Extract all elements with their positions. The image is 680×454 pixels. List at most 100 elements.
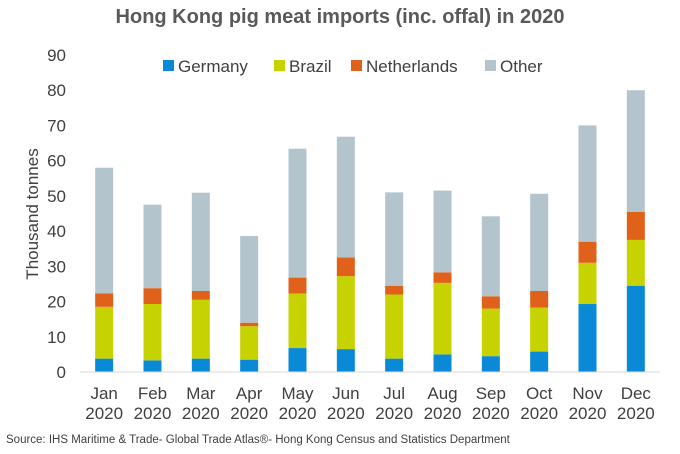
bar-brazil-oct bbox=[530, 307, 549, 352]
bar-netherlands-mar bbox=[191, 290, 210, 300]
bar-netherlands-oct bbox=[530, 290, 549, 308]
x-tick-label: Jun 2020 bbox=[327, 384, 365, 423]
bar-netherlands-feb bbox=[143, 288, 162, 305]
legend-swatch-netherlands bbox=[351, 60, 362, 71]
x-tick-label: Oct 2020 bbox=[520, 384, 558, 423]
bar-netherlands-jan bbox=[95, 293, 114, 307]
x-tick-month: Feb bbox=[138, 384, 167, 403]
bar-other-apr bbox=[240, 236, 259, 323]
bar-brazil-aug bbox=[433, 282, 452, 355]
y-tick-label: 70 bbox=[47, 116, 66, 135]
y-tick-label: 90 bbox=[47, 46, 66, 65]
x-tick-label: Aug 2020 bbox=[424, 384, 462, 423]
x-tick-year: 2020 bbox=[375, 404, 413, 423]
x-tick-label: Sep 2020 bbox=[472, 384, 510, 423]
x-tick-month: Nov bbox=[572, 384, 603, 403]
x-tick-year: 2020 bbox=[182, 404, 220, 423]
y-tick-label: 80 bbox=[47, 81, 66, 100]
bar-brazil-jul bbox=[385, 294, 404, 359]
y-tick-label: 60 bbox=[47, 152, 66, 171]
legend-swatch-other bbox=[485, 60, 496, 71]
bar-germany-dec bbox=[626, 285, 645, 372]
bar-brazil-apr bbox=[240, 326, 259, 360]
legend-label-netherlands: Netherlands bbox=[366, 57, 458, 76]
bar-other-aug bbox=[433, 190, 452, 273]
bar-germany-aug bbox=[433, 354, 452, 372]
bar-germany-jul bbox=[385, 358, 404, 372]
legend-label-brazil: Brazil bbox=[289, 57, 332, 76]
x-tick-month: May bbox=[281, 384, 314, 403]
y-axis-ticks: 0 10 20 30 40 50 60 70 80 90 bbox=[47, 46, 66, 382]
x-tick-year: 2020 bbox=[569, 404, 607, 423]
bar-other-feb bbox=[143, 204, 162, 289]
legend-label-other: Other bbox=[500, 57, 543, 76]
bar-brazil-jan bbox=[95, 306, 114, 359]
y-tick-label: 20 bbox=[47, 293, 66, 312]
bar-brazil-dec bbox=[626, 239, 645, 286]
y-tick-label: 10 bbox=[47, 328, 66, 347]
x-tick-month: Jun bbox=[332, 384, 359, 403]
bar-brazil-may bbox=[288, 293, 307, 349]
x-tick-month: Apr bbox=[236, 384, 263, 403]
y-tick-label: 40 bbox=[47, 222, 66, 241]
bar-other-nov bbox=[578, 125, 597, 242]
x-tick-year: 2020 bbox=[617, 404, 655, 423]
bar-other-may bbox=[288, 148, 307, 278]
bar-germany-feb bbox=[143, 360, 162, 372]
bar-germany-may bbox=[288, 348, 307, 372]
bar-other-dec bbox=[626, 90, 645, 212]
x-tick-month: Aug bbox=[427, 384, 457, 403]
x-tick-label: Dec 2020 bbox=[617, 384, 655, 423]
source-note: Source: IHS Maritime & Trade- Global Tra… bbox=[6, 434, 510, 446]
bar-brazil-feb bbox=[143, 304, 162, 361]
x-tick-year: 2020 bbox=[134, 404, 172, 423]
bar-germany-jun bbox=[336, 349, 355, 372]
bar-germany-nov bbox=[578, 304, 597, 372]
bars bbox=[95, 90, 645, 372]
x-tick-year: 2020 bbox=[85, 404, 123, 423]
x-tick-month: Jul bbox=[383, 384, 405, 403]
x-tick-label: Mar 2020 bbox=[182, 384, 220, 423]
y-tick-label: 30 bbox=[47, 257, 66, 276]
x-tick-label: Nov 2020 bbox=[569, 384, 607, 423]
x-tick-label: May 2020 bbox=[279, 384, 317, 423]
x-tick-label: Apr 2020 bbox=[230, 384, 268, 423]
bar-other-jan bbox=[95, 167, 114, 294]
bar-germany-jan bbox=[95, 358, 114, 372]
y-tick-label: 50 bbox=[47, 187, 66, 206]
bar-other-mar bbox=[191, 192, 210, 291]
legend: Germany Brazil Netherlands Other bbox=[163, 57, 543, 76]
x-tick-month: Mar bbox=[186, 384, 216, 403]
bar-other-sep bbox=[481, 216, 500, 297]
bar-brazil-sep bbox=[481, 308, 500, 357]
bar-germany-oct bbox=[530, 351, 549, 372]
bar-netherlands-jul bbox=[385, 285, 404, 295]
bar-brazil-mar bbox=[191, 299, 210, 359]
bar-netherlands-aug bbox=[433, 272, 452, 283]
bar-germany-apr bbox=[240, 359, 259, 372]
bar-netherlands-dec bbox=[626, 211, 645, 240]
bar-netherlands-jun bbox=[336, 257, 355, 277]
bar-other-oct bbox=[530, 193, 549, 291]
x-tick-month: Sep bbox=[476, 384, 506, 403]
x-tick-label: Feb 2020 bbox=[134, 384, 172, 423]
bar-netherlands-nov bbox=[578, 241, 597, 263]
bar-brazil-nov bbox=[578, 262, 597, 305]
x-tick-month: Oct bbox=[526, 384, 553, 403]
x-tick-year: 2020 bbox=[327, 404, 365, 423]
x-tick-month: Dec bbox=[621, 384, 652, 403]
legend-label-germany: Germany bbox=[178, 57, 248, 76]
legend-swatch-brazil bbox=[274, 60, 285, 71]
bar-other-jul bbox=[385, 192, 404, 286]
bar-brazil-jun bbox=[336, 276, 355, 350]
x-tick-month: Jan bbox=[90, 384, 117, 403]
x-tick-year: 2020 bbox=[472, 404, 510, 423]
y-axis-label: Thousand tonnes bbox=[23, 148, 42, 279]
bar-germany-mar bbox=[191, 358, 210, 372]
x-tick-year: 2020 bbox=[279, 404, 317, 423]
y-tick-label: 0 bbox=[57, 363, 66, 382]
x-tick-label: Jan 2020 bbox=[85, 384, 123, 423]
x-tick-year: 2020 bbox=[230, 404, 268, 423]
